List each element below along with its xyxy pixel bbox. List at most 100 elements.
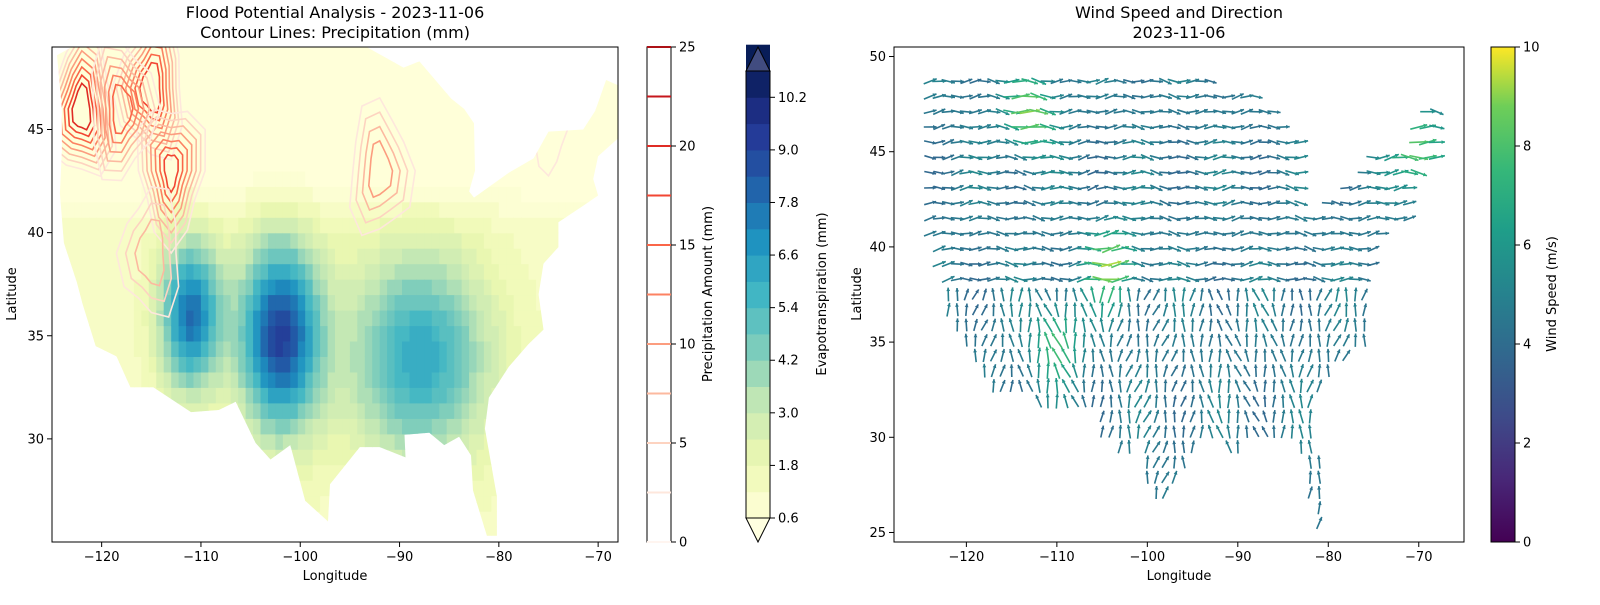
et-cell [387,233,395,249]
et-cell [372,264,380,280]
et-cell [439,387,447,403]
et-cell [372,248,380,264]
et-cell [268,109,276,125]
wind-arrow [1244,396,1251,407]
et-cell [596,140,604,156]
et-cell [573,233,581,249]
et-cell [581,527,589,543]
et-cell [439,279,447,295]
et-cell [350,465,358,481]
wind-arrow [1146,364,1150,378]
et-cell [514,63,522,79]
et-cell [82,341,90,357]
wind-arrow [1209,364,1213,378]
et-cell [313,511,321,527]
et-cell [439,325,447,341]
wind-arrow [1110,410,1114,422]
et-cell [164,434,172,450]
wind-arrow [982,364,986,378]
et-cell [52,78,60,94]
et-cell [52,434,60,450]
et-cell [313,295,321,311]
et-tick-label: 5.4 [778,301,799,316]
et-cell [477,310,485,326]
et-cell [611,248,619,264]
et-cell [477,372,485,388]
wind-arrow [1363,318,1367,331]
et-band [746,281,770,308]
et-cell [223,63,231,79]
et-cell [74,93,82,109]
et-cell [544,295,552,311]
et-cell [156,325,164,341]
et-cell [216,47,224,63]
et-cell [447,93,455,109]
et-cell [246,217,254,233]
et-cell [67,264,75,280]
et-cell [246,109,254,125]
et-cell [268,93,276,109]
et-cell [216,356,224,372]
et-cell [603,341,611,357]
et-cell [521,325,529,341]
et-cell [596,310,604,326]
et-cell [97,465,105,481]
wind-arrow [1309,349,1313,362]
et-cell [320,356,328,372]
wind-arrow [1317,486,1321,499]
et-cell [477,403,485,419]
wind-arrow [983,349,987,362]
et-cell [208,356,216,372]
precip-tick-label: 0 [679,536,687,551]
et-cell [141,325,149,341]
et-cell [551,480,559,496]
wind-arrow [1145,304,1150,316]
et-cell [551,434,559,450]
et-cell [402,78,410,94]
wind-arrow [1072,364,1077,378]
et-cell [335,434,343,450]
et-cell [253,171,261,187]
et-cell [342,63,350,79]
et-cell [119,295,127,311]
et-cell [82,480,90,496]
et-cell [581,279,589,295]
et-cell [104,372,112,388]
et-cell [581,47,589,63]
wind-arrow [1018,365,1024,377]
et-cell [283,496,291,512]
et-cell [127,434,135,450]
et-cell [320,233,328,249]
et-cell [313,248,321,264]
et-cell [588,403,596,419]
et-extend-min-arrow [746,518,770,542]
et-cell [544,341,552,357]
et-cell [164,449,172,465]
et-cell [588,93,596,109]
et-cell [439,217,447,233]
wind-arrow [1191,441,1195,454]
et-cell [372,109,380,125]
et-cell [74,171,82,187]
et-tick-label: 0.6 [778,512,799,527]
et-cell [395,372,403,388]
et-cell [283,171,291,187]
et-cell [298,511,306,527]
et-cell [231,403,239,419]
et-cell [380,434,388,450]
et-cell [439,140,447,156]
et-cell [603,109,611,125]
et-cell [52,403,60,419]
wind-arrow [1208,304,1212,316]
et-cell [544,387,552,403]
et-cell [417,47,425,63]
et-cell [179,279,187,295]
et-cell [477,233,485,249]
et-cell [462,63,470,79]
et-cell [410,480,418,496]
et-cell [410,356,418,372]
x-tick-label: −110 [183,550,219,565]
et-cell [506,418,514,434]
et-cell [149,387,157,403]
et-cell [521,186,529,202]
